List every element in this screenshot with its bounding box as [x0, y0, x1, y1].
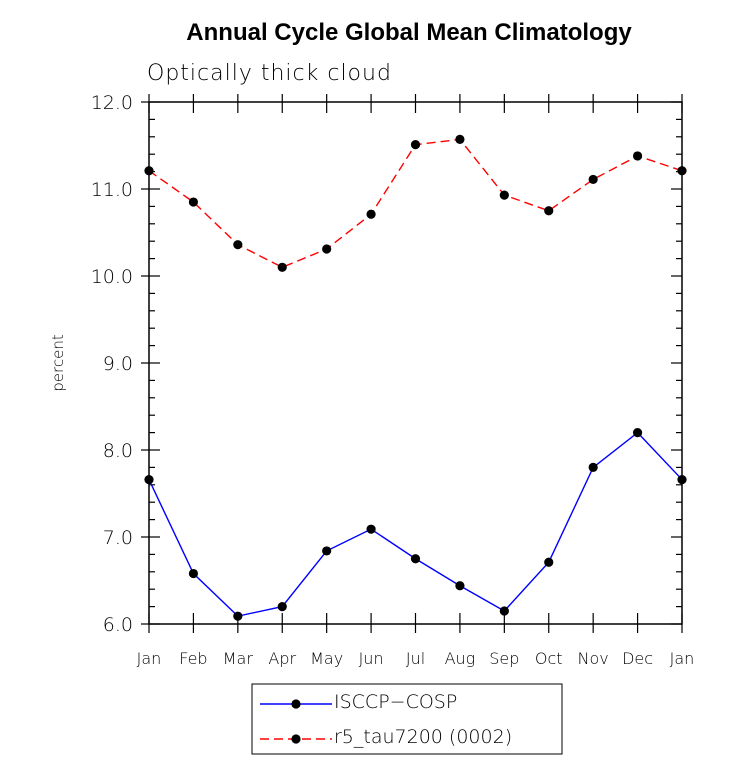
data-point	[277, 602, 287, 612]
data-point	[366, 524, 376, 534]
y-tick-label: 9.0	[103, 353, 133, 375]
data-point	[322, 244, 332, 254]
x-tick-label: Aug	[445, 649, 476, 668]
chart-subtitle: Optically thick cloud	[147, 61, 392, 86]
legend: ISCCP−COSP r5_tau7200 (0002)	[251, 683, 563, 755]
legend-marker-1	[291, 734, 301, 744]
y-tick-label: 12.0	[91, 92, 133, 114]
data-point	[632, 428, 643, 438]
data-point	[322, 546, 332, 556]
x-tick-label: May	[310, 649, 343, 668]
legend-marker-0	[291, 699, 301, 709]
chart-title: Annual Cycle Global Mean Climatology	[186, 19, 632, 46]
data-point	[366, 209, 376, 219]
x-tick-label: Apr	[268, 649, 296, 668]
y-tick-labels: 6.0 7.0 8.0 9.0 10.0 11.0 12.0	[91, 92, 133, 636]
plot-frame	[148, 101, 683, 625]
x-tick-label: Jan	[670, 649, 695, 668]
y-tick-label: 8.0	[103, 440, 133, 462]
data-point	[455, 134, 465, 145]
data-point	[677, 166, 687, 176]
legend-label-r5: r5_tau7200 (0002)	[334, 726, 512, 748]
series-line-1	[148, 138, 683, 269]
data-point	[632, 151, 643, 161]
data-point	[544, 206, 554, 216]
y-axis-label: percent	[49, 334, 67, 392]
data-point	[410, 554, 421, 564]
data-point	[499, 190, 509, 200]
data-point	[277, 262, 287, 272]
data-point	[588, 174, 598, 185]
data-point	[677, 474, 687, 485]
data-point	[233, 611, 243, 621]
y-tick-label: 7.0	[103, 527, 133, 549]
data-point	[499, 606, 509, 616]
data-point	[144, 474, 154, 485]
x-tick-label: Jan	[137, 649, 162, 668]
y-tick-label: 10.0	[91, 266, 133, 288]
data-point	[144, 166, 154, 176]
legend-label-isccp: ISCCP−COSP	[334, 691, 457, 713]
y-tick-label: 6.0	[103, 614, 133, 636]
series-layer	[144, 134, 687, 621]
x-tick-label: Jul	[406, 649, 425, 668]
data-point	[410, 140, 421, 150]
data-point	[455, 581, 465, 591]
data-point	[233, 240, 243, 250]
data-point	[188, 568, 199, 579]
x-tick-label: Dec	[622, 649, 653, 668]
y-tick-label: 11.0	[91, 179, 133, 201]
x-tick-labels: Jan Feb Mar Apr May Jun Jul Aug Sep Oct Nov Dec Jan	[137, 649, 695, 668]
x-tick-label: Feb	[179, 649, 207, 668]
x-tick-label: Oct	[535, 649, 563, 668]
series-line-0	[148, 431, 683, 617]
x-tick-label: Jun	[359, 649, 384, 668]
data-point	[188, 197, 199, 207]
x-tick-label: Nov	[578, 649, 609, 668]
data-point	[544, 557, 554, 567]
data-point	[588, 462, 598, 472]
x-tick-label: Mar	[223, 649, 254, 668]
x-tick-label: Sep	[489, 649, 519, 668]
legend-box	[251, 683, 563, 755]
